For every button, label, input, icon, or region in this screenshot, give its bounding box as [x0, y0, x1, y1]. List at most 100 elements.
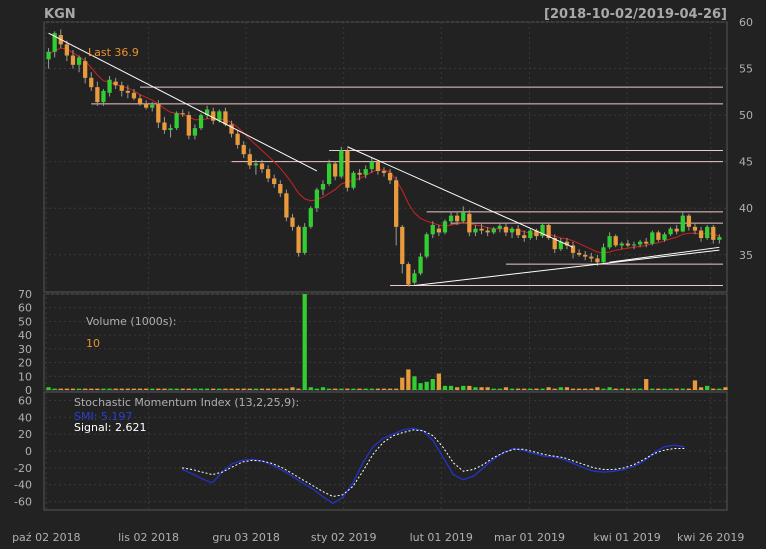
- candle-down: [406, 264, 411, 285]
- smi-tick-label: 40: [18, 411, 32, 424]
- candle-up: [650, 232, 655, 244]
- volume-bar: [168, 388, 173, 390]
- candle-up: [168, 128, 173, 130]
- candle-down: [625, 243, 631, 246]
- volume-bar: [320, 387, 326, 390]
- candle-up: [76, 57, 82, 65]
- volume-bar: [589, 388, 594, 390]
- candle-up: [619, 243, 624, 246]
- volume-bar: [339, 388, 344, 390]
- candle-down: [162, 122, 167, 130]
- candle-down: [119, 85, 124, 91]
- x-tick-label: kwi 26 2019: [677, 531, 744, 544]
- candle-down: [89, 77, 94, 88]
- volume-bar: [198, 388, 204, 390]
- volume-bar: [723, 387, 728, 390]
- volume-bar: [418, 383, 423, 390]
- candle-up: [662, 234, 667, 240]
- candle-up: [528, 230, 533, 238]
- candle-down: [156, 103, 161, 123]
- candle-down: [247, 154, 252, 166]
- volume-bar: [247, 388, 252, 390]
- volume-bar: [150, 388, 155, 390]
- x-tick-label: lut 01 2019: [410, 531, 473, 544]
- candle-down: [113, 81, 118, 86]
- candle-up: [705, 226, 710, 238]
- ticker-label: KGN: [44, 7, 76, 22]
- volume-bar: [333, 388, 338, 390]
- candle-up: [668, 228, 673, 235]
- candle-up: [253, 163, 259, 166]
- candle-down: [290, 217, 295, 227]
- candle-up: [46, 51, 51, 60]
- volume-bar: [564, 387, 570, 390]
- smi-value-label: SMI: 5.197: [74, 410, 132, 423]
- trendline: [48, 32, 318, 172]
- candle-up: [308, 208, 313, 227]
- volume-bar: [83, 388, 88, 390]
- volume-bar: [601, 388, 606, 390]
- candle-down: [400, 226, 405, 265]
- candle-up: [107, 79, 112, 93]
- candle-down: [387, 172, 393, 181]
- volume-tick-label: 10: [18, 370, 32, 383]
- candle-down: [479, 228, 484, 231]
- volume-bar: [174, 388, 179, 390]
- volume-bar: [576, 388, 582, 390]
- smi-tick-label: -20: [14, 462, 32, 475]
- smi-title: Stochastic Momentum Index (13,2,25,9):: [74, 396, 299, 409]
- candle-down: [70, 55, 76, 65]
- volume-bar: [698, 387, 704, 390]
- volume-bar: [144, 388, 149, 390]
- candle-up: [637, 241, 643, 245]
- volume-title: Volume (1000s):: [86, 315, 176, 328]
- volume-bar: [278, 388, 283, 390]
- candle-down: [284, 193, 289, 218]
- smi-line: [181, 427, 685, 505]
- candle-down: [698, 230, 704, 238]
- candle-up: [448, 215, 454, 222]
- candle-down: [546, 224, 551, 238]
- candle-down: [455, 215, 460, 222]
- volume-bar: [272, 388, 277, 390]
- candle-up: [430, 224, 435, 235]
- volume-bar: [412, 376, 417, 390]
- candle-down: [229, 124, 234, 134]
- volume-tick-label: 0: [25, 384, 32, 397]
- date-range-label: [2018-10-02/2019-04-26]: [544, 7, 727, 22]
- candle-down: [296, 226, 301, 253]
- candle-up: [607, 236, 612, 248]
- candle-down: [223, 111, 228, 125]
- price-tick-label: 35: [739, 249, 753, 262]
- trendline: [414, 249, 720, 286]
- volume-bar: [400, 377, 405, 390]
- price-tick-label: 50: [739, 109, 753, 122]
- volume-bar: [101, 388, 106, 390]
- candle-down: [589, 256, 594, 259]
- candle-up: [320, 184, 326, 190]
- candle-up: [717, 237, 722, 240]
- candle-up: [174, 113, 179, 129]
- candle-down: [552, 238, 557, 250]
- volume-bar: [241, 388, 246, 390]
- volume-bar: [253, 388, 259, 390]
- smi-tick-label: 60: [18, 394, 32, 407]
- volume-bar: [259, 388, 265, 390]
- volume-bar: [95, 388, 100, 390]
- volume-bar: [546, 387, 551, 390]
- volume-bar: [186, 388, 191, 390]
- trendline: [609, 246, 720, 263]
- candle-up: [101, 90, 106, 103]
- volume-bar: [528, 388, 533, 390]
- volume-bar: [485, 387, 490, 390]
- smi-tick-label: -40: [14, 479, 32, 492]
- candle-up: [461, 211, 466, 222]
- volume-bar: [381, 388, 387, 390]
- candle-up: [631, 244, 637, 246]
- x-tick-label: lis 02 2018: [118, 531, 179, 544]
- volume-bar: [113, 388, 118, 390]
- candle-down: [644, 241, 649, 244]
- x-tick-label: paź 02 2018: [12, 531, 80, 544]
- volume-bar: [137, 388, 143, 390]
- volume-bar: [351, 388, 356, 390]
